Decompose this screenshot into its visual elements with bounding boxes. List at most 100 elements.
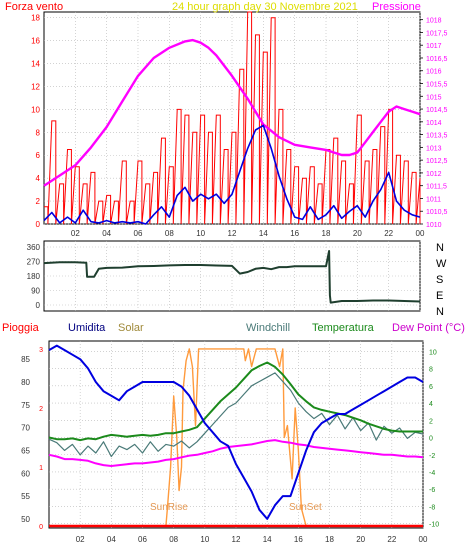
direction-tick-label: 0 xyxy=(36,301,41,310)
pressure-tick-label: 1011 xyxy=(426,196,441,203)
wind-tick-label: 16 xyxy=(31,37,40,46)
temperature-panel: 02 04 06 08 10 12 14 16 18 20 22 005055606570758085… xyxy=(2,322,465,544)
temperature-tick-labels: 02 04 06 08 10 12 14 16 18 20 22 005055606570758085… xyxy=(21,347,439,544)
pressure-tick-label: 1012,5 xyxy=(426,158,448,165)
temperature-tick-label: -8 xyxy=(429,504,435,511)
rain-tick-label: 0 xyxy=(39,524,43,531)
temperature-tick-label: 4 xyxy=(429,401,433,408)
pressure-line xyxy=(43,38,421,187)
wind-axis-title: Forza vento xyxy=(5,1,63,13)
legend-label: Dew Point (°C) xyxy=(392,322,465,334)
humidity-tick-label: 55 xyxy=(21,492,30,501)
temperature-tick-label: -4 xyxy=(429,470,435,477)
temperature-grid xyxy=(49,341,424,528)
temperature-tick-label: -2 xyxy=(429,453,435,460)
pressure-tick-label: 1015 xyxy=(426,94,442,101)
direction-tick-label: 180 xyxy=(27,272,41,281)
x-tick-label: 16 xyxy=(290,229,299,238)
rain-tick-label: 3 xyxy=(39,347,43,354)
x-tick-label: 18 xyxy=(322,229,331,238)
x-tick-label: 08 xyxy=(165,229,174,238)
humidity-line xyxy=(48,344,424,520)
direction-tick-label: 90 xyxy=(31,287,40,296)
temperature-tick-label: 0 xyxy=(429,436,433,443)
wind-pressure-tick-labels: 02 04 06 08 10 12 14 16 18 20 22 000246810121416181… xyxy=(31,14,447,238)
temperature-line xyxy=(48,361,423,442)
pressure-tick-label: 1013,5 xyxy=(426,133,448,140)
compass-label: N xyxy=(436,306,444,318)
x-tick-label: 22 xyxy=(387,535,396,544)
wind-tick-label: 18 xyxy=(31,14,40,23)
windchill-line xyxy=(48,372,424,458)
humidity-tick-label: 75 xyxy=(21,401,30,410)
wind-tick-label: 2 xyxy=(36,197,41,206)
direction-tick-label: 360 xyxy=(27,243,41,252)
chart-title: 24 hour graph day 30 Novembre 2021 xyxy=(172,1,358,13)
compass-label: E xyxy=(436,290,443,302)
humidity-tick-label: 65 xyxy=(21,446,30,455)
wind-tick-label: 6 xyxy=(36,151,41,160)
humidity-tick-label: 80 xyxy=(21,378,30,387)
direction-tick-label: 270 xyxy=(27,258,41,267)
x-tick-label: 00 xyxy=(419,535,428,544)
x-tick-label: 06 xyxy=(138,535,147,544)
temperature-series xyxy=(48,344,424,528)
x-tick-label: 04 xyxy=(102,229,111,238)
wind-gust-line xyxy=(44,11,421,225)
legend-label: Windchill xyxy=(246,322,290,334)
x-tick-label: 06 xyxy=(134,229,143,238)
x-tick-label: 10 xyxy=(200,535,209,544)
temperature-legend: Pioggia Umidita Solar Windchill Temperatura D… xyxy=(2,322,465,334)
sunrise-annotation: SunRise xyxy=(150,502,188,513)
wind-pressure-panel: 02 04 06 08 10 12 14 16 18 20 22 000246810121416181… xyxy=(5,1,448,238)
temperature-tick-label: 6 xyxy=(429,384,433,391)
pressure-tick-label: 1017 xyxy=(426,43,442,50)
humidity-tick-label: 85 xyxy=(21,355,30,364)
wind-tick-label: 12 xyxy=(31,82,40,91)
legend-label: Pioggia xyxy=(2,322,40,334)
pressure-tick-label: 1018 xyxy=(426,18,442,25)
x-tick-label: 14 xyxy=(263,535,272,544)
wind-tick-label: 10 xyxy=(31,105,40,114)
x-tick-label: 22 xyxy=(384,229,393,238)
pressure-tick-label: 1011,5 xyxy=(426,184,447,191)
compass-label: S xyxy=(436,274,443,286)
pressure-tick-label: 1013 xyxy=(426,145,442,152)
x-tick-label: 12 xyxy=(228,229,237,238)
x-tick-label: 16 xyxy=(294,535,303,544)
rain-tick-label: 1 xyxy=(39,465,43,472)
wind-direction-series xyxy=(43,250,421,304)
x-tick-label: 12 xyxy=(232,535,241,544)
pressure-tick-label: 1014,5 xyxy=(426,107,448,114)
legend-label: Temperatura xyxy=(312,322,375,334)
pressure-tick-label: 1016 xyxy=(426,69,442,76)
pressure-tick-label: 1017,5 xyxy=(426,30,448,37)
sunset-annotation: SunSet xyxy=(289,502,322,513)
wind-direction-line xyxy=(43,250,421,304)
wind-tick-label: 4 xyxy=(36,174,41,183)
temperature-tick-label: -6 xyxy=(429,487,435,494)
x-tick-label: 20 xyxy=(356,535,365,544)
wind-tick-label: 14 xyxy=(31,60,40,69)
compass-label: W xyxy=(436,258,447,270)
pressure-tick-label: 1015,5 xyxy=(426,82,448,89)
pressure-tick-label: 1016,5 xyxy=(426,56,448,63)
x-tick-label: 14 xyxy=(259,229,268,238)
wind-tick-label: 8 xyxy=(36,128,41,137)
pressure-tick-label: 1014 xyxy=(426,120,442,127)
speed-line xyxy=(43,124,421,225)
legend-label: Solar xyxy=(118,322,144,334)
humidity-tick-label: 70 xyxy=(21,424,30,433)
x-tick-label: 20 xyxy=(353,229,362,238)
x-tick-label: 00 xyxy=(416,229,425,238)
x-tick-label: 04 xyxy=(107,535,116,544)
temperature-tick-label: -10 xyxy=(429,522,439,529)
pressure-axis-title: Pressione xyxy=(372,1,421,13)
humidity-tick-label: 50 xyxy=(21,515,30,524)
x-tick-label: 02 xyxy=(71,229,80,238)
x-tick-label: 18 xyxy=(325,535,334,544)
